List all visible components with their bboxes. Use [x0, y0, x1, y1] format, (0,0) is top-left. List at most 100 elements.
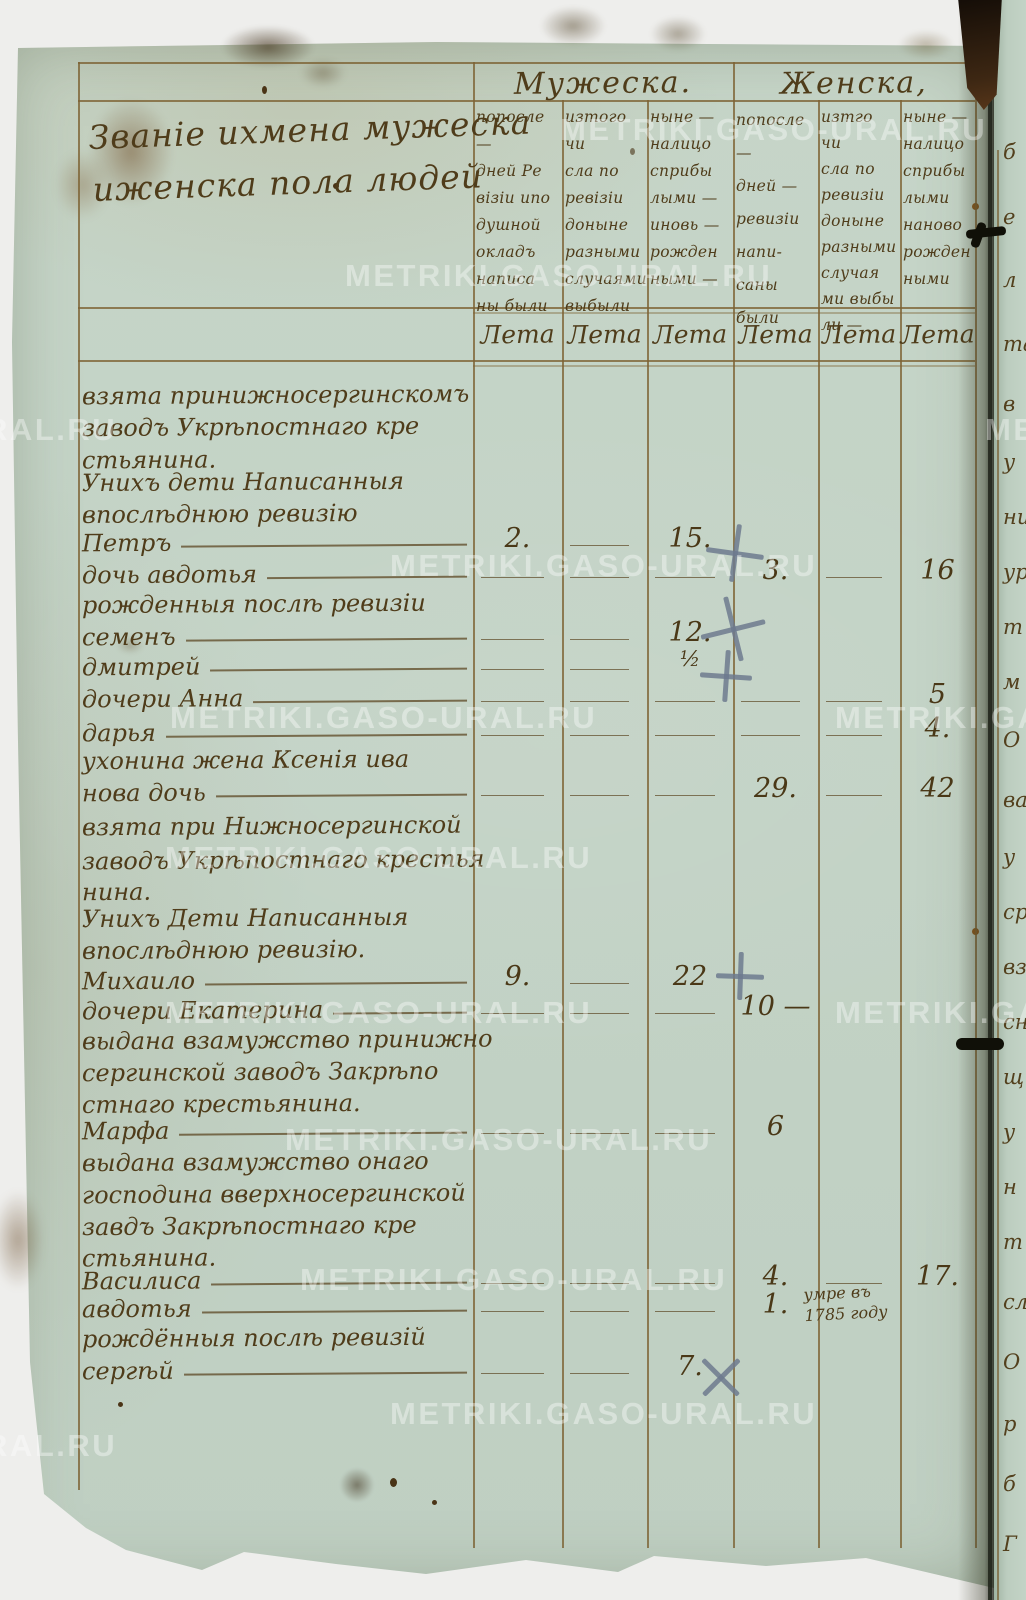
row-dash	[481, 1283, 544, 1284]
row-dash	[826, 795, 882, 796]
adjacent-page-strip	[994, 0, 1026, 1600]
person-or-note-text: сергѣй	[81, 1356, 174, 1386]
person-or-note-text: выдана взамужство принижно	[81, 1024, 493, 1056]
male-section-header: Мужеска.	[513, 65, 693, 102]
row-dash	[570, 1013, 629, 1014]
manuscript-line: семенъ	[81, 621, 473, 652]
row-dash	[655, 735, 715, 736]
adjacent-page-fragment: е	[1003, 205, 1016, 229]
person-or-note-text: выдана взамужство онаго	[81, 1146, 429, 1178]
row-dash	[570, 701, 629, 702]
row-dash	[481, 577, 544, 578]
manuscript-line: взята принижносергинскомъ	[82, 380, 469, 411]
row-dash	[826, 701, 882, 702]
row-dash	[481, 735, 544, 736]
manuscript-line: дарья	[82, 717, 473, 747]
manuscript-line: Марфа	[82, 1115, 473, 1145]
age-value: 1.	[762, 1289, 789, 1320]
person-or-note-text: Михаило	[81, 966, 196, 996]
column-header: попосле — дней — ревизіи напи-саны были	[736, 111, 805, 327]
person-or-note-text: заводъ Укрѣпостнаго крестья	[81, 844, 485, 876]
adjacent-page-fragment: б	[1003, 1472, 1016, 1496]
manuscript-line: авдотья	[81, 1293, 473, 1324]
age-label: Лета	[480, 319, 555, 350]
age-value: 15.	[668, 523, 712, 554]
manuscript-line: рожденныя послѣ ревизіи	[82, 589, 426, 619]
row-dash	[655, 1133, 715, 1134]
row-dash	[481, 639, 544, 640]
age-value: 4.	[762, 1261, 789, 1292]
adjacent-page-fragment: л	[1003, 268, 1017, 292]
manuscript-line: рождённыя послѣ ревизій	[82, 1323, 426, 1353]
adjacent-page-fragment: щ	[1003, 1065, 1025, 1089]
manuscript-line: дочь авдотья	[81, 559, 473, 590]
row-dash	[481, 1133, 544, 1134]
person-or-note-text: впослѣднюю ревизію	[81, 499, 358, 529]
age-value: 2.	[504, 523, 531, 554]
person-or-note-text: авдотья	[81, 1294, 192, 1324]
row-dash	[741, 701, 800, 702]
gutter-crease	[988, 0, 992, 1600]
row-dash	[570, 639, 629, 640]
person-or-note-text: ухонина жена Ксенія ива	[81, 744, 410, 776]
age-value: 22	[672, 961, 708, 992]
manuscript-line: дочери Анна	[81, 683, 473, 714]
age-label: Лета	[567, 319, 642, 350]
person-or-note-text: нова дочь	[81, 778, 206, 808]
manuscript-line: заводъ Укрѣпостнаго кре	[82, 412, 419, 442]
row-dash	[481, 1013, 544, 1014]
age-value: 6	[766, 1111, 785, 1142]
adjacent-page-fragment: ни	[1003, 505, 1026, 529]
row-dash	[570, 1373, 629, 1374]
row-dash	[826, 735, 882, 736]
manuscript-line: нина.	[82, 878, 151, 906]
row-dash	[570, 1283, 629, 1284]
row-dash	[826, 1283, 882, 1284]
adjacent-page-fragment: О	[1003, 728, 1021, 752]
row-dash	[481, 701, 544, 702]
person-or-note-text: дочь авдотья	[81, 560, 258, 590]
column-header: изтого чи сла по ревізіи доныне разными случа…	[565, 108, 647, 315]
row-dash	[481, 795, 544, 796]
person-or-note-text: взята принижносергинскомъ	[81, 379, 470, 411]
age-value: ½	[679, 647, 701, 671]
manuscript-line: впослѣднюю ревизію	[82, 499, 358, 529]
age-label: Лета	[738, 319, 813, 350]
person-or-note-text: семенъ	[81, 622, 176, 652]
column-header: ныне — налицо сприбы лыми наново рожден ными	[903, 108, 971, 288]
row-dash	[655, 1283, 715, 1284]
person-or-note-text: взята при Нижносергинской	[81, 810, 462, 842]
stitch-thread	[956, 1038, 1004, 1050]
row-dash	[570, 795, 629, 796]
age-label: Лета	[652, 319, 728, 350]
adjacent-page-fragment: в	[1003, 392, 1016, 416]
person-or-note-text: завдъ Закрѣпостнаго кре	[81, 1210, 417, 1242]
row-dash	[570, 1311, 629, 1312]
adjacent-page-fragment: сн	[1003, 1010, 1026, 1034]
manuscript-line: заводъ Укрѣпостнаго крестья	[82, 845, 485, 876]
adjacent-page-fragment: ур	[1003, 560, 1026, 584]
pencil-cross-mark	[702, 520, 768, 586]
person-or-note-text: господина вверхносергинской	[81, 1178, 466, 1210]
column-header: ныне — налицо сприбы лыми — иновь — рожден ным…	[650, 108, 720, 288]
person-or-note-text: впослѣднюю ревизію.	[81, 935, 366, 965]
adjacent-page-fragment: та	[1003, 332, 1026, 356]
person-or-note-text: дочери Анна	[81, 684, 244, 714]
person-or-note-text: Василиса	[81, 1266, 202, 1296]
manuscript-line: Унихъ Дети Написанныя	[82, 903, 408, 933]
row-dash	[741, 735, 800, 736]
row-dash	[826, 577, 882, 578]
manuscript-line: сергинской заводъ Закрѣпо	[82, 1057, 439, 1087]
manuscript-line: дмитрей	[82, 651, 473, 681]
adjacent-page-fragment: Г	[1003, 1532, 1017, 1556]
row-dash	[655, 1013, 715, 1014]
age-value: 12.	[668, 617, 712, 648]
age-value: 10 —	[740, 991, 811, 1022]
pencil-cross-mark	[698, 648, 754, 704]
manuscript-line: выдана взамужство принижно	[82, 1025, 493, 1056]
adjacent-page-fragment: у	[1003, 1120, 1016, 1144]
manuscript-line: выдана взамужство онаго	[82, 1147, 429, 1177]
adjacent-page-fragment: н	[1003, 1175, 1017, 1199]
female-section-header: Женска,	[780, 65, 928, 102]
